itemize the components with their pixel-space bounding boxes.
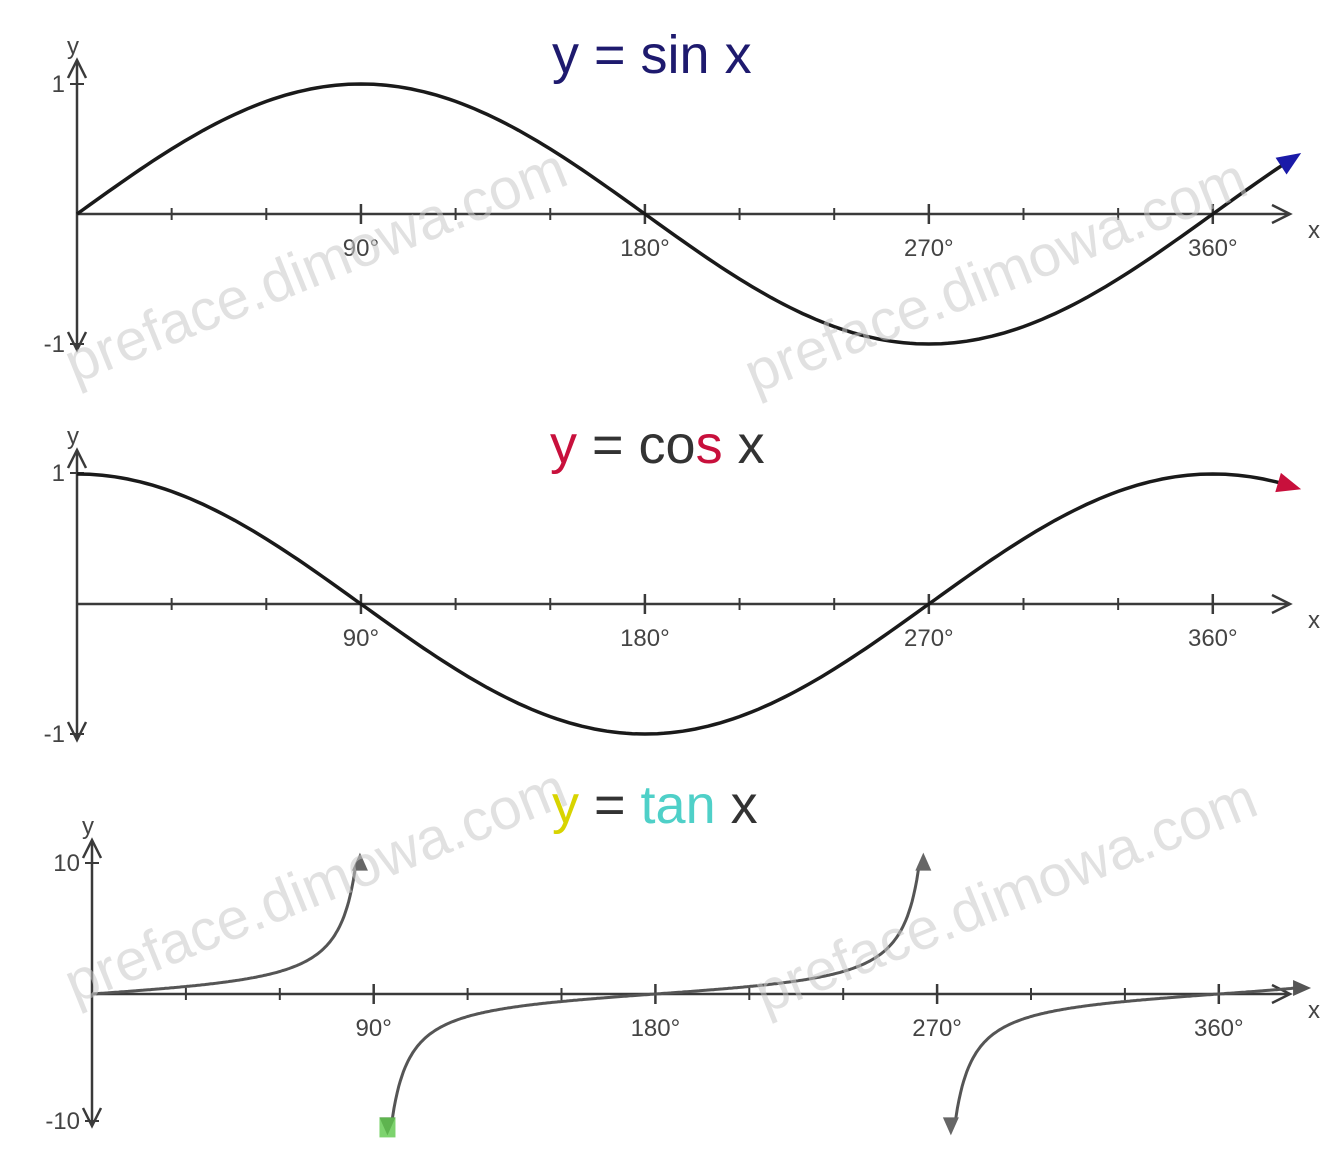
y-axis-label-cos: y — [67, 423, 79, 450]
y-axis-arrow-up-sin — [66, 57, 88, 79]
tan-branch-marker — [379, 1117, 396, 1138]
x-tick-label-sin: 270° — [904, 235, 954, 262]
tan-title-eq: = — [579, 775, 641, 835]
cos-title-s: s — [695, 415, 723, 475]
cos-title-y: y — [550, 415, 577, 475]
cos-title-x: x — [722, 415, 765, 475]
tan-title: y = tan x — [552, 774, 758, 836]
y-tick-label-top-cos: 1 — [52, 460, 65, 487]
y-axis-arrow-up-cos — [66, 447, 88, 469]
curve-arrow-sin — [1275, 152, 1302, 175]
x-tick-label-tan: 180° — [631, 1015, 681, 1042]
y-axis-arrow-down-sin — [66, 331, 88, 353]
x-tick-label-tan: 270° — [912, 1015, 962, 1042]
curve-tan-branch — [91, 870, 357, 996]
tan-title-word: tan — [640, 775, 716, 835]
tan-arrow-tip — [915, 852, 932, 871]
tan-end-arrow — [1293, 979, 1312, 996]
y-axis-arrow-up-tan — [81, 837, 103, 859]
x-axis-label-cos: x — [1308, 607, 1320, 634]
curve-arrow-cos — [1275, 472, 1302, 493]
x-axis-arrow-cos — [1271, 593, 1293, 615]
x-axis-arrow-tan — [1271, 983, 1293, 1005]
x-axis-label-tan: x — [1308, 997, 1320, 1024]
sin-title: y = sin x — [552, 24, 752, 86]
y-axis-label-sin: y — [67, 33, 79, 60]
y-tick-label-bottom-sin: -1 — [44, 331, 65, 358]
curve-sin — [75, 82, 1290, 346]
y-axis-label-tan: y — [82, 813, 94, 840]
x-tick-label-cos: 90° — [343, 625, 379, 652]
sin-title-text: y = sin x — [552, 25, 752, 85]
y-axis-arrow-down-tan — [81, 1107, 103, 1129]
y-tick-label-bottom-cos: -1 — [44, 721, 65, 748]
x-tick-label-tan: 90° — [356, 1015, 392, 1042]
x-axis-label-sin: x — [1308, 217, 1320, 244]
x-axis-arrow-sin — [1271, 203, 1293, 225]
y-tick-label-top-sin: 1 — [52, 71, 65, 98]
x-tick-label-sin: 90° — [343, 235, 379, 262]
tan-arrow-tip — [942, 1117, 959, 1136]
y-tick-label-top-tan: 10 — [53, 850, 80, 877]
x-tick-label-tan: 360° — [1194, 1015, 1244, 1042]
tan-arrow-tip — [351, 852, 368, 871]
cos-title-eq: = co — [577, 415, 696, 475]
y-tick-label-bottom-tan: -10 — [45, 1108, 80, 1135]
curve-cos — [76, 472, 1289, 736]
x-tick-label-sin: 360° — [1188, 235, 1238, 262]
tan-title-y: y — [552, 775, 579, 835]
x-tick-label-cos: 270° — [904, 625, 954, 652]
curve-tan-branch — [954, 986, 1298, 1118]
x-tick-label-cos: 360° — [1188, 625, 1238, 652]
tan-title-x: x — [715, 775, 758, 835]
x-tick-label-cos: 180° — [620, 625, 670, 652]
cos-title: y = cos x — [550, 414, 765, 476]
x-tick-label-sin: 180° — [620, 235, 670, 262]
y-axis-arrow-down-cos — [66, 721, 88, 743]
curve-tan-branch — [391, 870, 920, 1118]
